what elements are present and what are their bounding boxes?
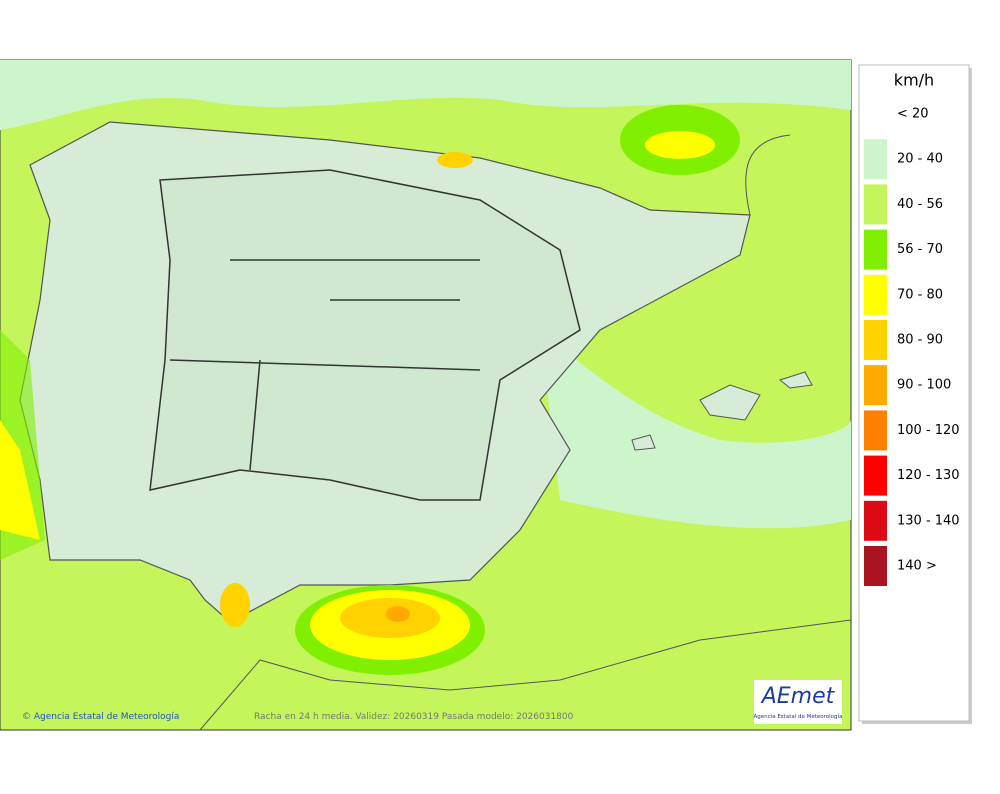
logo-subtitle: Agencia Estatal de Meteorología xyxy=(754,713,843,720)
zone-80-90 xyxy=(220,583,250,627)
zone-70-80 xyxy=(0,420,40,540)
zone-80-90 xyxy=(437,152,473,168)
legend-label: 20 - 40 xyxy=(897,152,943,167)
legend-swatch xyxy=(864,274,887,315)
island xyxy=(778,371,813,389)
legend-label: 80 - 90 xyxy=(897,333,943,348)
island xyxy=(699,384,761,421)
legend-swatch xyxy=(864,139,887,180)
zone-70-80 xyxy=(645,131,715,159)
borders xyxy=(169,259,481,471)
zone-20-40 xyxy=(0,60,851,130)
legend-label: 70 - 80 xyxy=(897,287,943,302)
regions xyxy=(149,169,581,501)
island xyxy=(631,434,656,451)
legend-label: 120 - 130 xyxy=(897,468,960,483)
legend-title: km/h xyxy=(894,71,934,90)
legend-swatch xyxy=(864,320,887,360)
legend-label: 56 - 70 xyxy=(897,242,943,257)
legend-swatch xyxy=(864,229,887,270)
caption: Racha en 24 h media. Validez: 20260319 P… xyxy=(254,712,574,722)
legend-swatch xyxy=(864,546,887,586)
coastline xyxy=(745,134,791,216)
map: © Agencia Estatal de Meteorología Racha … xyxy=(0,59,852,731)
legend-label: 140 > xyxy=(897,559,937,574)
logo-box xyxy=(754,680,842,724)
zone-90-100 xyxy=(386,606,410,622)
logo-name: AEmet xyxy=(760,684,836,709)
copyright: © Agencia Estatal de Meteorología xyxy=(22,712,179,722)
legend-swatch xyxy=(864,94,887,134)
legend-swatch xyxy=(864,184,887,225)
legend: km/h < 20 20 - 40 40 - 56 56 - 70 70 - 80 80 … xyxy=(858,64,972,724)
legend-swatch xyxy=(864,410,887,451)
legend-label: < 20 xyxy=(897,107,929,122)
legend-label: 100 - 120 xyxy=(897,423,960,438)
zone-20-40 xyxy=(540,330,851,529)
legend-swatch xyxy=(864,365,887,406)
legend-label: 130 - 140 xyxy=(897,513,960,528)
legend-label: 40 - 56 xyxy=(897,197,943,212)
legend-swatch xyxy=(864,500,887,541)
legend-swatch xyxy=(864,455,887,496)
coastline xyxy=(199,619,852,731)
legend-label: 90 - 100 xyxy=(897,378,951,393)
